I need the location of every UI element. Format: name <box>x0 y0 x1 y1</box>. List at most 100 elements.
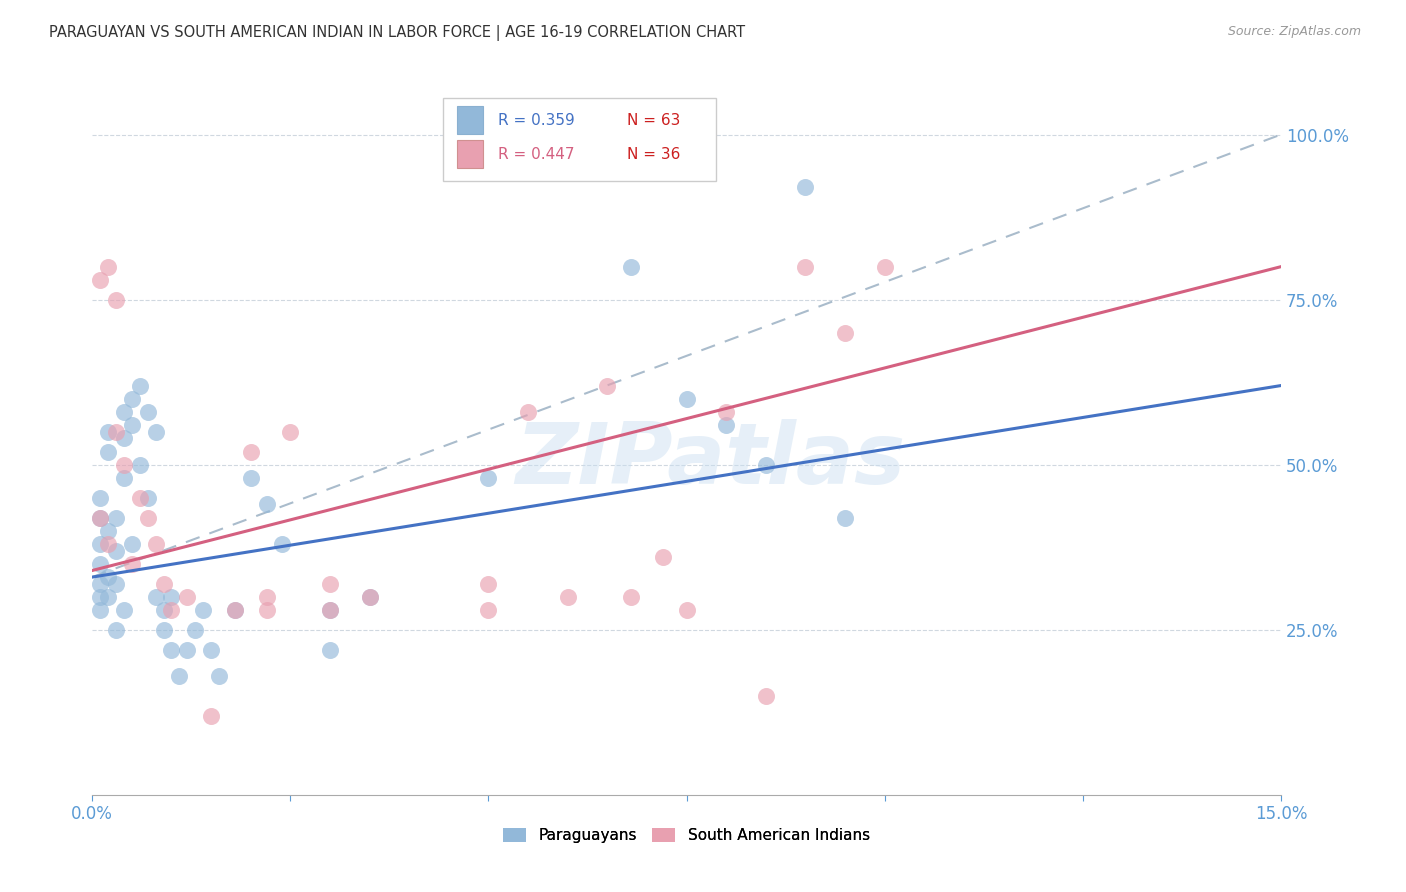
Point <box>121 418 143 433</box>
Point <box>319 642 342 657</box>
Point <box>517 405 540 419</box>
Point <box>89 537 111 551</box>
Text: N = 63: N = 63 <box>627 112 681 128</box>
Point <box>104 425 127 439</box>
Point <box>191 603 214 617</box>
Point <box>104 623 127 637</box>
Point <box>834 510 856 524</box>
Point <box>224 603 246 617</box>
Point <box>755 458 778 472</box>
Point <box>128 378 150 392</box>
Point <box>224 603 246 617</box>
Point <box>359 590 381 604</box>
Point <box>136 405 159 419</box>
Point <box>121 537 143 551</box>
Point <box>128 458 150 472</box>
Legend: Paraguayans, South American Indians: Paraguayans, South American Indians <box>498 822 876 849</box>
Point <box>97 537 120 551</box>
Point <box>97 425 120 439</box>
Point <box>104 510 127 524</box>
Text: N = 36: N = 36 <box>627 147 681 161</box>
Point <box>477 471 499 485</box>
Point <box>89 510 111 524</box>
Point <box>104 543 127 558</box>
Point <box>557 590 579 604</box>
Point <box>319 603 342 617</box>
Point <box>794 260 817 274</box>
Text: R = 0.359: R = 0.359 <box>498 112 574 128</box>
Point <box>97 570 120 584</box>
Point <box>89 603 111 617</box>
Point <box>256 603 278 617</box>
Point <box>97 444 120 458</box>
Point <box>97 524 120 538</box>
Point <box>112 603 135 617</box>
Point <box>136 491 159 505</box>
Point <box>271 537 294 551</box>
Bar <box>457 106 484 134</box>
Point <box>152 623 174 637</box>
Point <box>152 576 174 591</box>
Point <box>873 260 896 274</box>
Point <box>256 498 278 512</box>
Point <box>89 273 111 287</box>
Point <box>97 260 120 274</box>
Point <box>675 392 697 406</box>
Point <box>596 378 619 392</box>
Point <box>208 669 231 683</box>
FancyBboxPatch shape <box>443 97 716 181</box>
Point <box>145 425 167 439</box>
Point <box>200 642 222 657</box>
Point <box>136 510 159 524</box>
Point <box>160 642 183 657</box>
Text: R = 0.447: R = 0.447 <box>498 147 574 161</box>
Point <box>121 392 143 406</box>
Point <box>128 491 150 505</box>
Point <box>152 603 174 617</box>
Point <box>714 418 737 433</box>
Point <box>112 431 135 445</box>
Point <box>651 550 673 565</box>
Point <box>169 669 191 683</box>
Point <box>145 590 167 604</box>
Point <box>755 689 778 703</box>
Point <box>239 471 262 485</box>
Text: ZIPatlas: ZIPatlas <box>515 419 905 502</box>
Point <box>112 471 135 485</box>
Point <box>319 603 342 617</box>
Point <box>200 708 222 723</box>
Point <box>89 557 111 571</box>
Point <box>184 623 207 637</box>
Point <box>675 603 697 617</box>
Point <box>89 576 111 591</box>
Point <box>104 576 127 591</box>
Text: PARAGUAYAN VS SOUTH AMERICAN INDIAN IN LABOR FORCE | AGE 16-19 CORRELATION CHART: PARAGUAYAN VS SOUTH AMERICAN INDIAN IN L… <box>49 25 745 41</box>
Point <box>89 510 111 524</box>
Point <box>89 491 111 505</box>
Point <box>112 458 135 472</box>
Point <box>620 590 643 604</box>
Point <box>160 603 183 617</box>
Point <box>121 557 143 571</box>
Point <box>256 590 278 604</box>
Point <box>176 590 198 604</box>
Point <box>620 260 643 274</box>
Text: Source: ZipAtlas.com: Source: ZipAtlas.com <box>1227 25 1361 38</box>
Point <box>112 405 135 419</box>
Point <box>104 293 127 307</box>
Point <box>359 590 381 604</box>
Point <box>176 642 198 657</box>
Point <box>477 603 499 617</box>
Point <box>714 405 737 419</box>
Point <box>97 590 120 604</box>
Point <box>89 590 111 604</box>
Point <box>145 537 167 551</box>
Point <box>794 180 817 194</box>
Bar <box>457 140 484 168</box>
Point <box>477 576 499 591</box>
Point <box>834 326 856 340</box>
Point <box>239 444 262 458</box>
Point <box>278 425 301 439</box>
Point <box>319 576 342 591</box>
Point <box>160 590 183 604</box>
